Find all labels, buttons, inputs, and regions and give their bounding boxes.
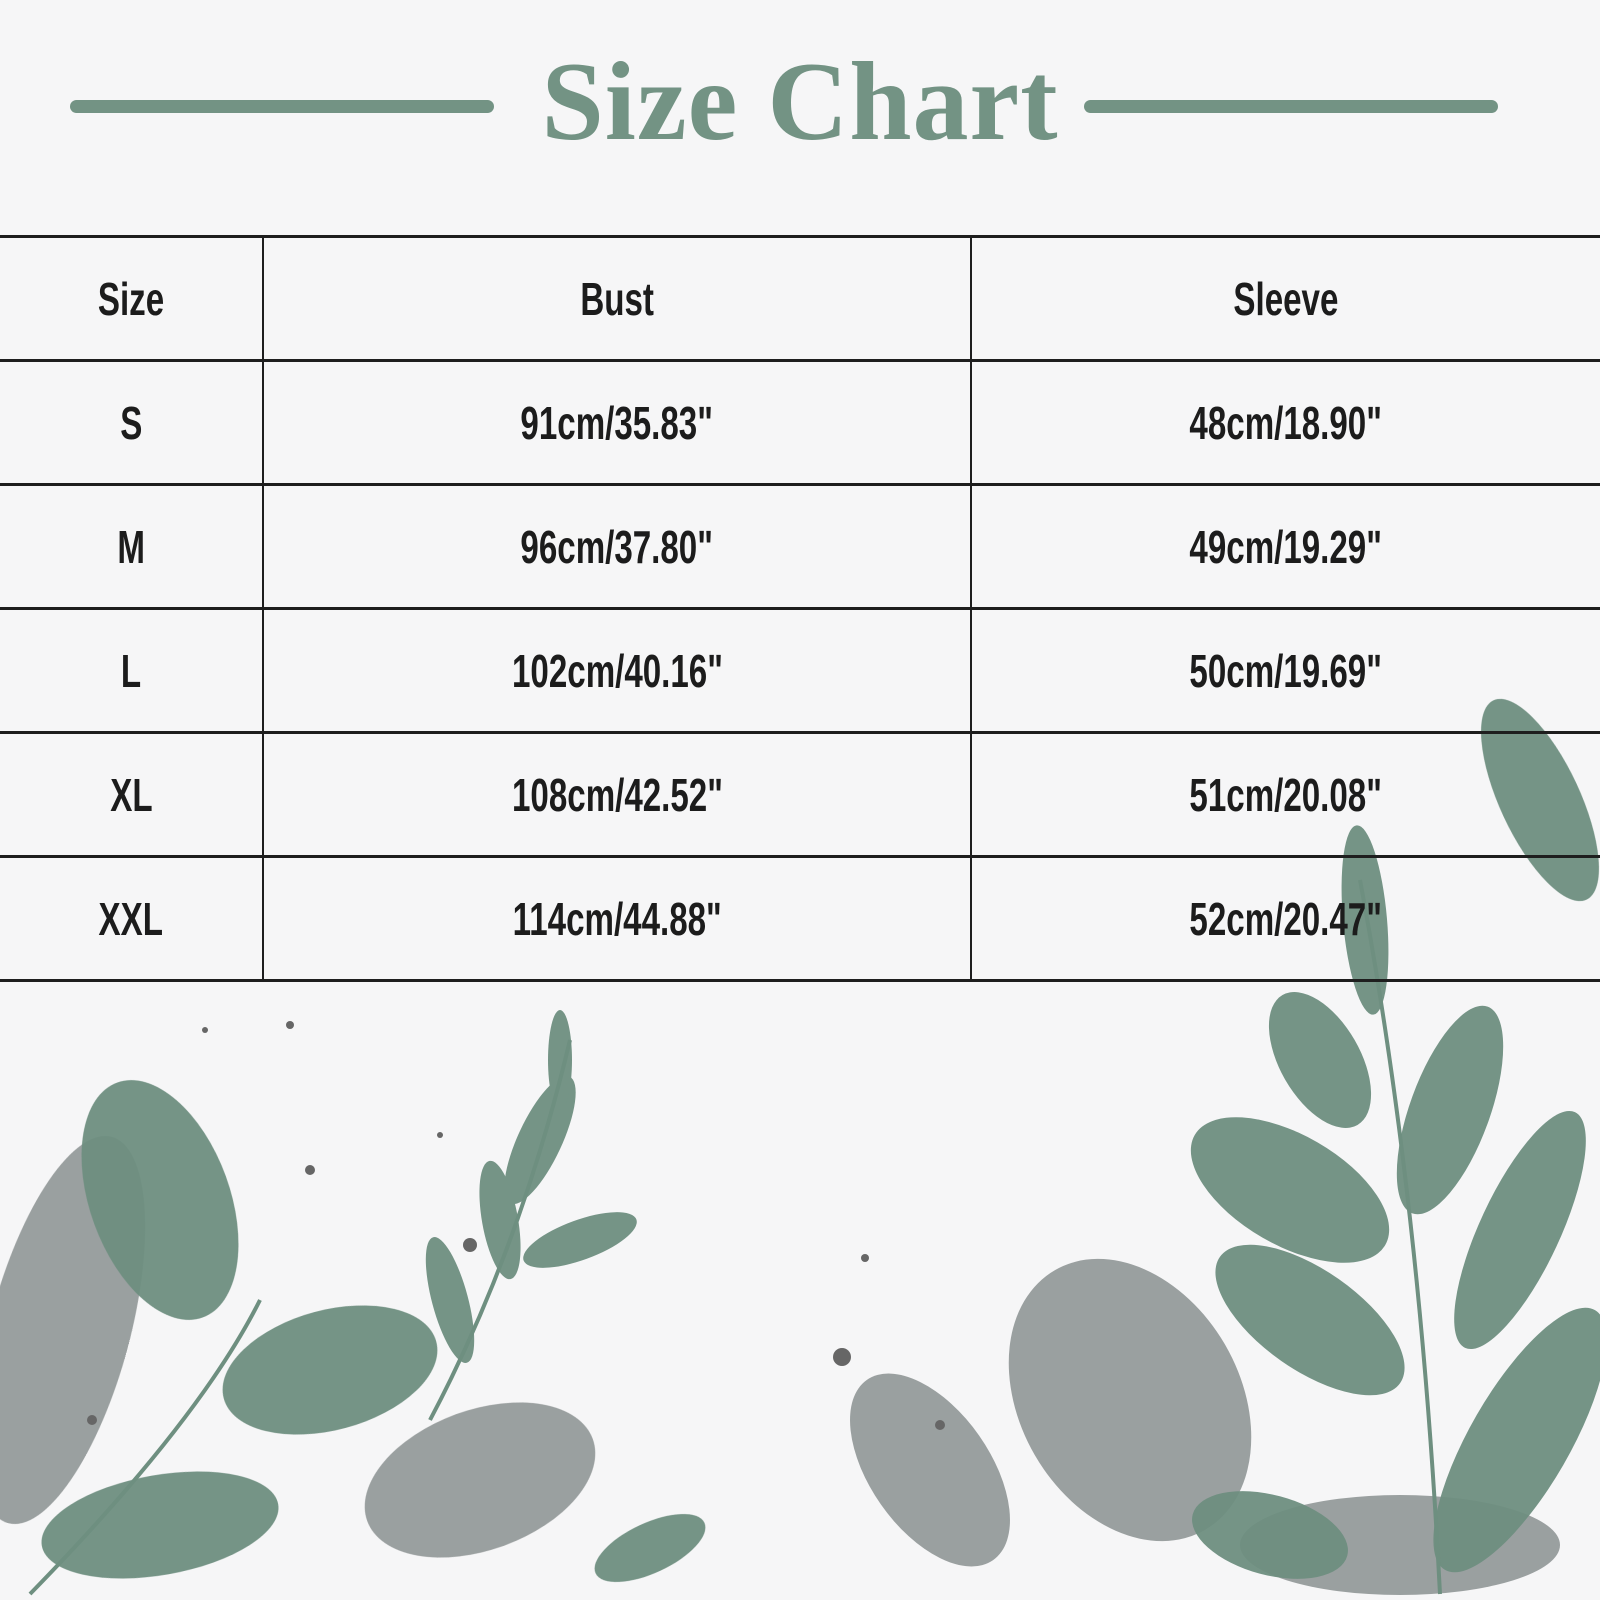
header-bust: Bust <box>262 235 971 362</box>
sleeve-cell: 51cm/20.08" <box>970 731 1600 858</box>
header-sleeve: Sleeve <box>970 235 1600 362</box>
header-size: Size <box>0 235 263 362</box>
sleeve-cell: 49cm/19.29" <box>970 483 1600 610</box>
table-row: XL 108cm/42.52" 51cm/20.08" <box>0 731 1600 858</box>
sleeve-cell: 50cm/19.69" <box>970 607 1600 734</box>
title-header: Size Chart <box>0 20 1600 164</box>
table-row: L 102cm/40.16" 50cm/19.69" <box>0 607 1600 734</box>
bust-cell: 108cm/42.52" <box>262 731 971 858</box>
page-title: Size Chart <box>541 40 1059 164</box>
table-row: S 91cm/35.83" 48cm/18.90" <box>0 359 1600 486</box>
bust-cell: 96cm/37.80" <box>262 483 971 610</box>
sleeve-cell: 52cm/20.47" <box>970 855 1600 982</box>
table-header-row: Size Bust Sleeve <box>0 235 1600 362</box>
bust-cell: 102cm/40.16" <box>262 607 971 734</box>
size-cell: L <box>0 607 263 734</box>
size-cell: XL <box>0 731 263 858</box>
table-row: M 96cm/37.80" 49cm/19.29" <box>0 483 1600 610</box>
size-cell: XXL <box>0 855 263 982</box>
size-table: Size Bust Sleeve S 91cm/35.83" 48cm/18.9… <box>0 235 1600 982</box>
size-cell: S <box>0 359 263 486</box>
size-cell: M <box>0 483 263 610</box>
table-row: XXL 114cm/44.88" 52cm/20.47" <box>0 855 1600 982</box>
title-rule-right <box>1084 100 1498 113</box>
bust-cell: 114cm/44.88" <box>262 855 971 982</box>
sleeve-cell: 48cm/18.90" <box>970 359 1600 486</box>
bust-cell: 91cm/35.83" <box>262 359 971 486</box>
title-rule-left <box>70 100 494 113</box>
